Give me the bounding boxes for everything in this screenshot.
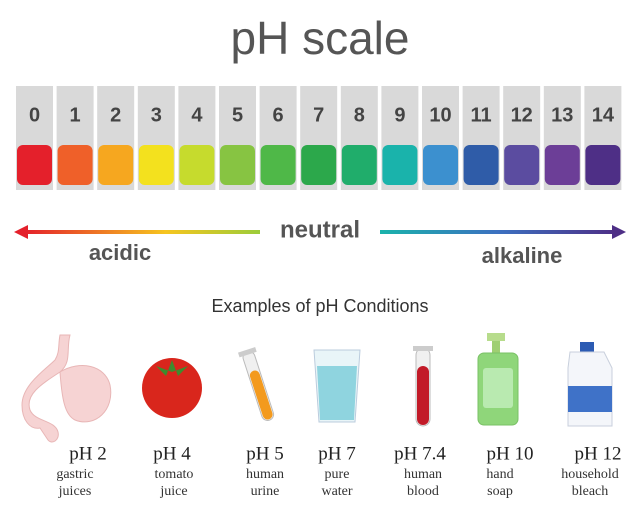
scale: 0 1 2 3 4 5 6 7 8 9 10 11 12 13 14: [16, 86, 622, 190]
ph-value: pH 12: [575, 443, 622, 464]
ph-description: water: [321, 484, 352, 499]
ph-description: urine: [251, 484, 280, 499]
ph-value: pH 5: [246, 443, 283, 464]
ph-description: soap: [487, 484, 513, 499]
scale-number: 4: [191, 104, 203, 126]
tomato-leaves: [156, 360, 188, 376]
scale-color: [341, 145, 377, 185]
ph-description: juice: [159, 484, 187, 499]
ph-value: pH 10: [487, 443, 534, 464]
scale-color: [382, 145, 418, 185]
scale-number: 0: [29, 104, 40, 126]
scale-color: [220, 145, 255, 185]
test-tube-icon: [238, 347, 275, 421]
scale-number: 7: [313, 104, 324, 126]
bleach-icon: [567, 342, 613, 427]
acidic-arrow: [24, 230, 260, 234]
tomato-icon: [142, 358, 202, 418]
scale-number: 5: [232, 104, 243, 126]
ph-description: blood: [407, 484, 439, 499]
examples: pH 2 gastric juices pH 4 tomato juice pH 5 huma…: [56, 443, 621, 499]
scale-color: [17, 145, 52, 185]
scale-number: 14: [592, 104, 615, 126]
scale-number: 8: [354, 104, 365, 126]
scale-number: 2: [110, 104, 121, 126]
ph-description: bleach: [572, 484, 609, 499]
ph-value: pH 7: [318, 443, 355, 464]
scale-color: [260, 145, 296, 185]
ph-description: juices: [58, 484, 92, 499]
scale-number: 12: [511, 104, 533, 126]
water: [317, 366, 357, 420]
blood-tube-icon: [413, 346, 433, 427]
scale-color: [138, 145, 174, 185]
scale-number: 1: [70, 104, 81, 126]
ph-description: tomato: [155, 467, 194, 482]
ph-description: human: [404, 467, 442, 482]
ph-description: pure: [325, 467, 350, 482]
scale-color: [98, 145, 134, 185]
ph-description: household: [561, 467, 619, 482]
scale-number: 9: [394, 104, 405, 126]
soap-icon: [477, 333, 519, 426]
alkaline-arrow: [380, 230, 616, 234]
scale-number: 11: [471, 104, 492, 126]
scale-color: [544, 145, 580, 185]
title: pH scale: [231, 12, 410, 64]
ph-description: human: [246, 467, 284, 482]
ph-value: pH 4: [153, 443, 191, 464]
stomach-icon: [21, 334, 112, 443]
alkaline-label: alkaline: [482, 243, 563, 268]
scale-color: [301, 145, 337, 185]
scale-number: 10: [429, 104, 451, 126]
ph-value: pH 2: [69, 443, 106, 464]
neutral-label: neutral: [280, 216, 360, 243]
examples-title: Examples of pH Conditions: [211, 296, 428, 316]
ph-description: hand: [486, 467, 513, 482]
scale-color: [423, 145, 458, 185]
arrow-head: [14, 225, 28, 239]
arrow-head: [612, 225, 626, 239]
scale-number: 6: [273, 104, 284, 126]
scale-color: [57, 145, 93, 185]
scale-color: [504, 145, 540, 185]
ph-value: pH 7.4: [394, 443, 446, 464]
ph-description: gastric: [56, 467, 93, 482]
scale-color: [179, 145, 215, 185]
scale-color: [585, 145, 621, 185]
scale-number: 3: [151, 104, 162, 126]
scale-color: [463, 145, 499, 185]
acidic-label: acidic: [89, 240, 151, 265]
scale-number: 13: [551, 104, 573, 126]
